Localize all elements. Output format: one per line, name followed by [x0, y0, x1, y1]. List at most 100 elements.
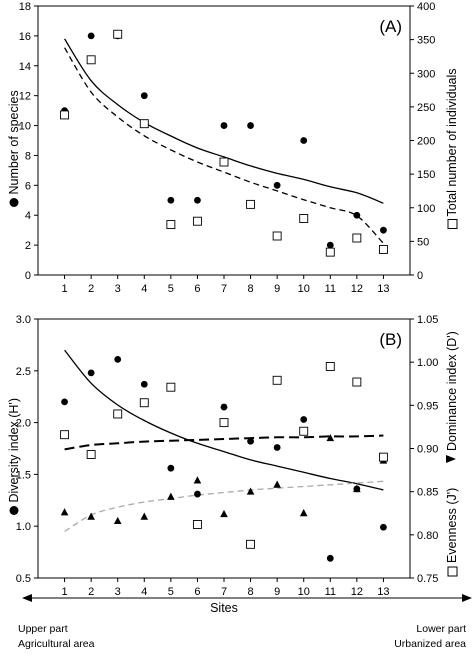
- data-point-square: [113, 29, 123, 39]
- panel-label: (B): [379, 330, 402, 349]
- data-point-circle: [300, 416, 308, 423]
- data-point-circle: [326, 241, 334, 249]
- data-point-triangle: [353, 484, 361, 493]
- data-point-square: [166, 382, 176, 392]
- y-right-upper-axis-label: Dominance index (D'): [445, 331, 459, 451]
- data-point-square: [192, 216, 202, 226]
- data-point-circle: [194, 490, 201, 498]
- y-left-tick-label: 1.5: [16, 469, 31, 481]
- data-point-circle: [326, 554, 334, 562]
- data-point-circle: [140, 380, 148, 388]
- data-point-circle: [167, 196, 175, 204]
- y-right-tick-label: 200: [417, 136, 435, 148]
- data-point-circle: [353, 211, 361, 219]
- y-right-lower-label-group: Evenness (J'): [445, 488, 459, 577]
- gradient-arrow-right-head: [462, 594, 472, 602]
- y-left-tick-label: 2: [25, 240, 31, 252]
- y-right-tick-label: 1.00: [417, 357, 438, 369]
- trendline-solid: [64, 349, 384, 491]
- data-point-square: [86, 55, 96, 65]
- data-point-circle: [167, 464, 175, 472]
- y-left-tick-label: 8: [25, 150, 31, 162]
- y-left-tick-label: 14: [19, 61, 31, 73]
- footer-left-line1: Upper part: [18, 623, 68, 635]
- y-left-tick-label: 4: [25, 210, 31, 222]
- y-left-tick-label: 2.0: [16, 418, 31, 430]
- data-point-circle: [194, 196, 201, 204]
- y-right-tick-label: 100: [417, 203, 435, 215]
- data-point-circle: [380, 523, 387, 531]
- y-left-axis-label: Number of species: [7, 90, 21, 194]
- data-point-square: [60, 110, 70, 120]
- data-point-triangle: [113, 516, 122, 525]
- y-right-tick-label: 0.80: [417, 530, 438, 542]
- y-left-tick-label: 6: [25, 180, 31, 192]
- y-right-tick-label: 50: [417, 236, 429, 248]
- y-left-tick-label: 1.0: [16, 521, 31, 533]
- x-tick-label: 11: [325, 586, 336, 598]
- y-right-tick-label: 250: [417, 102, 435, 114]
- x-tick-label: 7: [221, 586, 227, 598]
- trendline-solid: [64, 38, 384, 204]
- data-point-circle: [87, 369, 95, 377]
- data-point-square: [60, 430, 70, 440]
- x-tick-label: 13: [377, 283, 389, 295]
- data-point-square: [299, 426, 309, 436]
- y-right-axis-label: Total number of individuals: [445, 69, 459, 217]
- trendline-dashed: [64, 434, 384, 451]
- y-right-tick-label: 0.75: [417, 573, 438, 585]
- gradient-footer: Upper part Agricultural area Lower part …: [18, 594, 472, 650]
- data-point-circle: [87, 32, 95, 40]
- data-point-square: [325, 247, 335, 257]
- data-point-square: [299, 214, 309, 223]
- x-tick-label: 12: [351, 283, 363, 295]
- x-tick-label: 1: [62, 586, 68, 598]
- data-point-square: [166, 220, 176, 230]
- data-point-triangle: [220, 509, 228, 518]
- panel-label: (A): [379, 17, 402, 36]
- data-point-square: [219, 157, 229, 167]
- data-point-triangle: [87, 512, 95, 520]
- x-tick-label: 7: [221, 283, 227, 295]
- data-point-square: [378, 452, 388, 462]
- data-point-square: [325, 362, 335, 371]
- x-tick-label: 4: [141, 586, 147, 598]
- y-right-tick-label: 400: [417, 1, 435, 13]
- data-point-square: [378, 244, 388, 254]
- y-right-lower-axis-label: Evenness (J'): [445, 488, 459, 563]
- x-tick-label: 2: [88, 283, 94, 295]
- y-right-tick-label: 0.90: [417, 444, 438, 456]
- x-tick-label: 12: [351, 586, 363, 598]
- y-left-tick-label: 2.5: [16, 366, 31, 378]
- y-right-tick-label: 350: [417, 35, 435, 47]
- x-tick-label: 9: [274, 586, 280, 598]
- data-point-triangle: [167, 492, 175, 500]
- footer-right-line1: Lower part: [416, 623, 466, 635]
- data-point-square: [86, 450, 96, 459]
- x-tick-label: 3: [115, 283, 121, 295]
- y-right-tick-label: 0.95: [417, 400, 438, 412]
- plot-frame: [37, 318, 411, 579]
- data-point-square: [219, 418, 229, 428]
- trendline-dashed: [64, 480, 384, 532]
- data-point-triangle: [193, 476, 202, 484]
- x-tick-label: 2: [88, 586, 94, 598]
- data-point-circle: [300, 137, 308, 144]
- y-right-tick-label: 150: [417, 169, 435, 181]
- y-right-tick-label: 1.05: [417, 314, 438, 326]
- data-point-circle: [61, 398, 68, 406]
- x-axis-label: Sites: [210, 601, 238, 615]
- x-tick-label: 13: [377, 586, 389, 598]
- y-right-tick-label: 300: [417, 68, 435, 80]
- data-point-square: [352, 377, 362, 387]
- data-point-triangle: [273, 480, 281, 488]
- y-left-tick-label: 16: [19, 31, 31, 43]
- data-point-circle: [247, 122, 254, 129]
- x-tick-label: 10: [298, 283, 310, 295]
- x-tick-label: 4: [141, 283, 147, 295]
- data-point-circle: [247, 437, 254, 445]
- y-right-lower-legend-square: [447, 566, 458, 577]
- y-left-axis-label: Diversity index (H'): [7, 398, 21, 503]
- y-left-legend-circle: [9, 198, 19, 207]
